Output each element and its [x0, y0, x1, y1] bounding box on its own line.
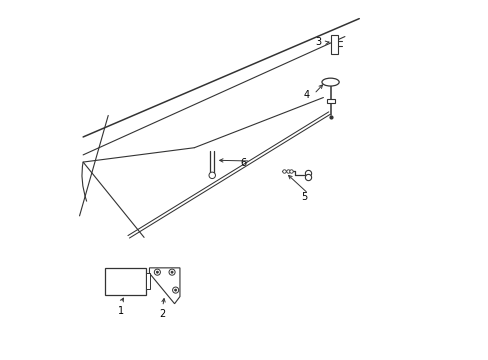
Circle shape [208, 172, 215, 179]
Circle shape [174, 289, 176, 291]
Circle shape [169, 269, 175, 275]
Text: 2: 2 [159, 310, 165, 319]
Polygon shape [149, 268, 180, 304]
Text: 6: 6 [240, 158, 246, 168]
Circle shape [172, 287, 178, 293]
Bar [145, 273, 150, 289]
Circle shape [154, 269, 160, 275]
Circle shape [171, 271, 173, 273]
Text: 5: 5 [301, 192, 307, 202]
Text: 3: 3 [314, 37, 321, 47]
Circle shape [156, 271, 158, 273]
Bar [104, 268, 145, 295]
Text: 1: 1 [118, 306, 123, 316]
Bar [326, 99, 334, 103]
Ellipse shape [321, 78, 339, 86]
Bar [330, 35, 337, 54]
Text: 4: 4 [303, 90, 308, 100]
